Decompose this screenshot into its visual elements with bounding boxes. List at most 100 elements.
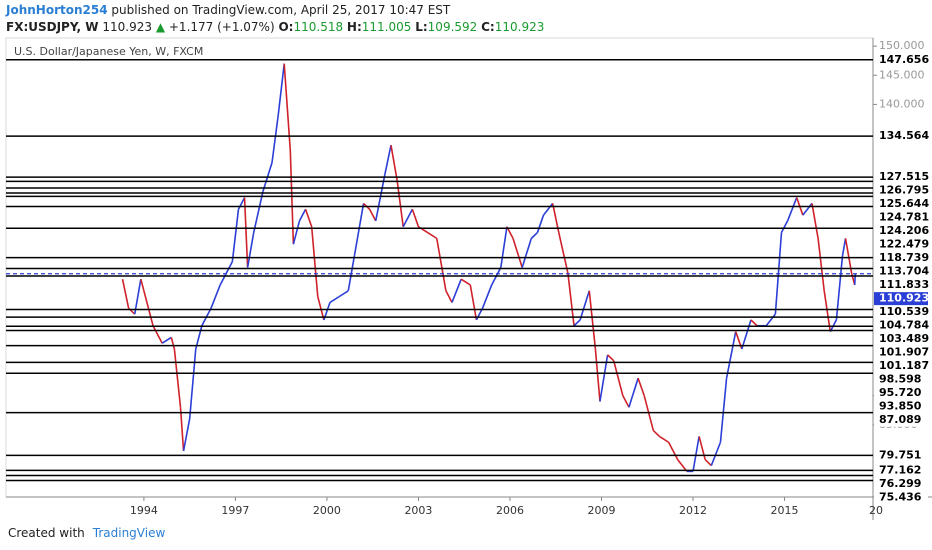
level-label-box bbox=[874, 386, 928, 400]
price-segment bbox=[835, 255, 844, 320]
level-label: 75.436 bbox=[879, 490, 922, 503]
level-label: 125.644 bbox=[879, 197, 929, 210]
level-label-box bbox=[874, 448, 928, 462]
level-label: 87.089 bbox=[879, 413, 921, 426]
level-label: 104.784 bbox=[879, 319, 929, 332]
price-segment bbox=[512, 238, 523, 268]
price-segment bbox=[652, 430, 661, 437]
price-segment bbox=[558, 232, 569, 274]
level-label: 118.739 bbox=[879, 251, 929, 264]
price-segment bbox=[173, 348, 182, 408]
price-segment bbox=[283, 63, 292, 152]
price-segment bbox=[182, 418, 191, 452]
level-label: 124.781 bbox=[879, 211, 929, 224]
price-segment bbox=[304, 208, 313, 227]
level-label-box bbox=[874, 477, 928, 491]
y-tick-label: 150.000 bbox=[879, 39, 925, 52]
footer: Created with TradingView bbox=[8, 526, 165, 540]
close: 110.923 bbox=[494, 20, 545, 34]
x-tick-label: 1994 bbox=[130, 504, 158, 517]
price-segment bbox=[133, 279, 142, 315]
level-label-box bbox=[874, 238, 928, 252]
price-segment bbox=[780, 220, 789, 233]
level-label: 110.923 bbox=[879, 292, 929, 305]
price-segment bbox=[460, 278, 471, 286]
level-label: 134.564 bbox=[879, 129, 929, 142]
price-segment bbox=[659, 435, 670, 443]
level-label: 124.206 bbox=[879, 224, 929, 237]
level-label-box bbox=[874, 332, 928, 346]
level-label: 113.704 bbox=[879, 265, 929, 278]
price-segment bbox=[741, 319, 752, 350]
price-segment bbox=[637, 377, 645, 396]
level-label: 147.656 bbox=[879, 53, 929, 66]
x-tick-label: 2015 bbox=[771, 504, 799, 517]
price-segment bbox=[152, 325, 163, 344]
level-label-box bbox=[874, 359, 928, 373]
level-label: 126.795 bbox=[879, 184, 929, 197]
level-label-box bbox=[874, 211, 928, 225]
chart: U.S. Dollar/Japanese Yen, W, FXCM 150.00… bbox=[5, 37, 932, 520]
price-segment bbox=[121, 278, 130, 309]
price-segment bbox=[823, 290, 832, 332]
chart-title: U.S. Dollar/Japanese Yen, W, FXCM bbox=[14, 45, 203, 58]
brand[interactable]: TradingView bbox=[92, 526, 166, 540]
price-segment bbox=[692, 436, 700, 472]
level-label-box bbox=[874, 413, 928, 427]
price-segment bbox=[802, 202, 813, 216]
price-segment bbox=[140, 278, 145, 292]
arrow: ▲ bbox=[155, 20, 166, 34]
price-segment bbox=[725, 331, 737, 379]
price-segment bbox=[231, 209, 240, 262]
price-segment bbox=[704, 459, 712, 467]
price-segment bbox=[289, 150, 295, 245]
price-segment bbox=[750, 319, 758, 327]
price-segment bbox=[542, 202, 554, 216]
price-segment bbox=[667, 441, 679, 461]
x-tick-label: 2012 bbox=[679, 504, 707, 517]
level-label: 98.598 bbox=[879, 373, 921, 386]
c-label: C: bbox=[481, 20, 495, 34]
price-segment bbox=[719, 378, 728, 443]
published: published on TradingView.com, April 25, … bbox=[111, 3, 451, 17]
l-label: L: bbox=[415, 20, 428, 34]
price-segment bbox=[612, 360, 624, 396]
level-label-box bbox=[874, 184, 928, 198]
price-segment bbox=[390, 145, 398, 181]
price-segment bbox=[277, 63, 286, 117]
x-tick-label: 2006 bbox=[496, 504, 524, 517]
level-label: 93.850 bbox=[879, 400, 922, 413]
price-segment bbox=[628, 377, 639, 408]
price-segment bbox=[396, 180, 404, 227]
author[interactable]: JohnHorton254 bbox=[6, 3, 108, 17]
level-label-box bbox=[874, 292, 928, 306]
price-segment bbox=[338, 290, 349, 298]
change: +1.177 (+1.07%) bbox=[168, 20, 275, 34]
level-label: 127.515 bbox=[879, 170, 929, 183]
price-segment bbox=[530, 231, 538, 239]
open: 110.518 bbox=[293, 20, 344, 34]
price-segment bbox=[622, 395, 630, 408]
price-segment bbox=[161, 336, 172, 344]
level-label: 77.162 bbox=[879, 463, 921, 476]
price-segment bbox=[435, 238, 447, 291]
level-label: 76.299 bbox=[879, 477, 921, 490]
y-tick-label: 145.000 bbox=[879, 68, 925, 81]
price-segment bbox=[252, 191, 264, 233]
price-segment bbox=[237, 197, 246, 210]
level-label-box bbox=[874, 346, 928, 360]
level-label-box bbox=[874, 224, 928, 238]
price-segment bbox=[573, 319, 581, 327]
level-label-box bbox=[874, 251, 928, 265]
level-label-box bbox=[874, 319, 928, 333]
price-segment bbox=[734, 331, 743, 350]
price-segment bbox=[841, 238, 847, 256]
level-label-box bbox=[874, 129, 928, 143]
level-label: 101.907 bbox=[879, 346, 929, 359]
price-segment bbox=[188, 348, 197, 420]
price-segment bbox=[588, 290, 597, 350]
price-segment bbox=[143, 290, 154, 326]
level-label: 103.489 bbox=[879, 332, 929, 345]
price-segment bbox=[817, 238, 825, 291]
